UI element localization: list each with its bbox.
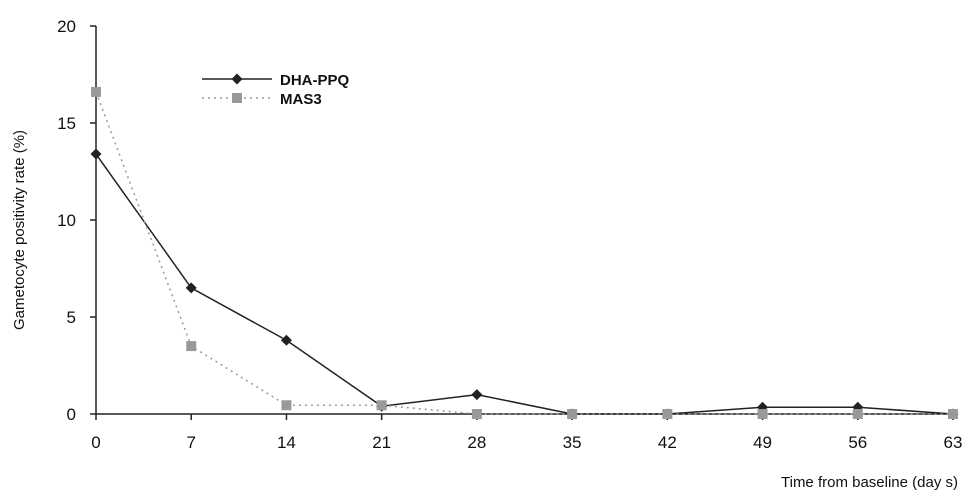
y-tick-label: 5 [67, 308, 76, 327]
x-tick-label: 0 [91, 433, 100, 452]
data-point [185, 282, 197, 294]
y-axis-label: Gametocyte positivity rate (%) [11, 130, 28, 330]
x-axis-label: Time from baseline (day s) [781, 474, 958, 491]
y-tick-label: 15 [57, 114, 76, 133]
data-point [90, 148, 102, 160]
data-point [281, 400, 292, 411]
legend-marker [231, 73, 243, 85]
data-point [757, 409, 768, 419]
x-tick-label: 56 [848, 433, 867, 452]
x-tick-label: 14 [277, 433, 296, 452]
data-point [186, 341, 197, 352]
ticks: 0 5 10 15 20 0 7 14 21 28 35 42 49 56 63 [57, 17, 962, 452]
x-tick-label: 28 [467, 433, 486, 452]
x-tick-label: 35 [563, 433, 582, 452]
data-point [471, 389, 483, 401]
series-layer [90, 86, 959, 420]
x-tick-label: 63 [944, 433, 963, 452]
legend-marker [232, 93, 242, 103]
data-point [948, 409, 958, 419]
legend-label: DHA-PPQ [280, 72, 350, 89]
series-mas3 [91, 86, 958, 419]
series-line-dha-ppq [95, 153, 954, 415]
series-line-mas3 [95, 91, 953, 415]
x-tick-label: 7 [186, 433, 195, 452]
data-point [852, 409, 863, 419]
data-point [376, 400, 387, 411]
data-point [662, 409, 673, 419]
data-point [567, 409, 578, 419]
y-tick-label: 20 [57, 17, 76, 36]
x-tick-label: 21 [372, 433, 391, 452]
legend: DHA-PPQ MAS3 [202, 72, 350, 108]
y-tick-label: 10 [57, 211, 76, 230]
x-tick-label: 42 [658, 433, 677, 452]
x-tick-label: 49 [753, 433, 772, 452]
axes [95, 26, 953, 415]
legend-item: DHA-PPQ [202, 72, 350, 89]
y-tick-label: 0 [67, 405, 76, 424]
legend-item: MAS3 [202, 91, 322, 108]
data-point [280, 334, 292, 346]
series-dha-ppq [90, 148, 959, 420]
legend-label: MAS3 [280, 91, 322, 108]
data-point [471, 409, 482, 419]
data-point [91, 86, 101, 97]
